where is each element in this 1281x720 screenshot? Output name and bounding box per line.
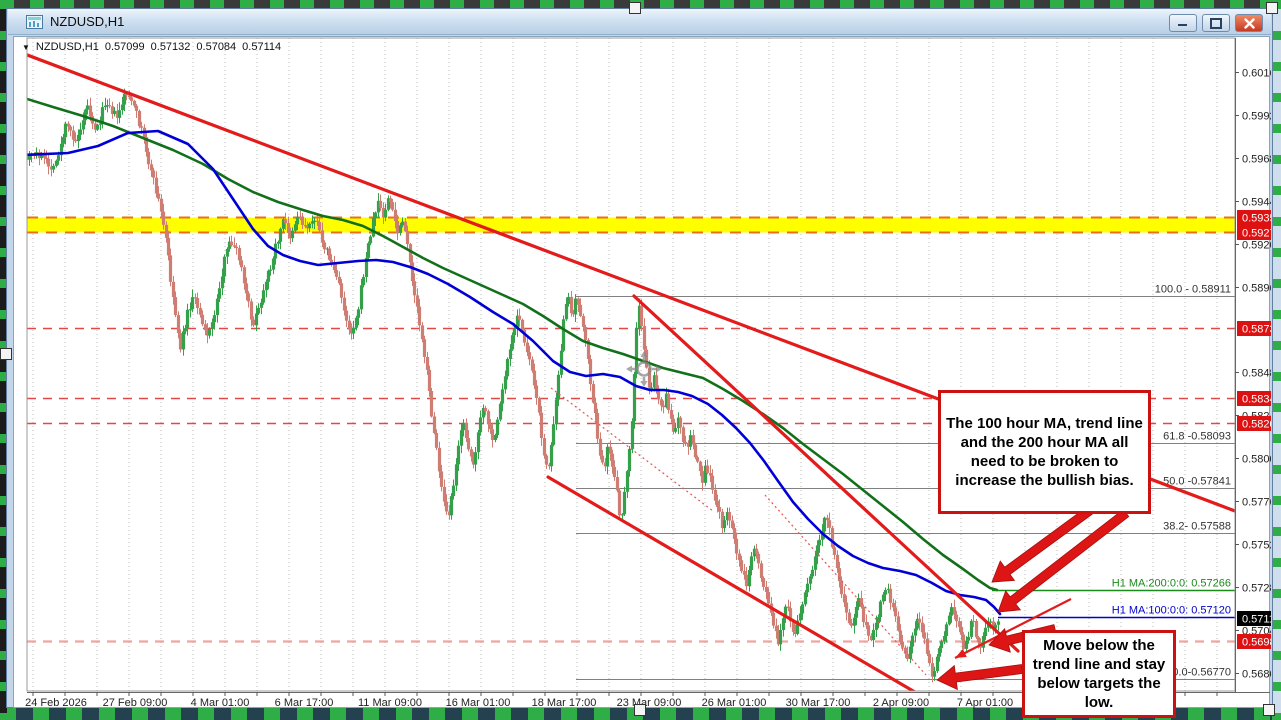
svg-text:27 Feb 09:00: 27 Feb 09:00 <box>103 697 168 709</box>
svg-text:38.2- 0.57588: 38.2- 0.57588 <box>1163 521 1231 533</box>
svg-text:100.0 - 0.58911: 100.0 - 0.58911 <box>1155 284 1231 296</box>
svg-text:0.59355: 0.59355 <box>1242 213 1271 225</box>
resize-handle-middle-left[interactable] <box>0 348 12 360</box>
svg-text:0.58734: 0.58734 <box>1242 324 1271 336</box>
svg-text:16 Mar 01:00: 16 Mar 01:00 <box>446 697 511 709</box>
svg-text:11 Mar 09:00: 11 Mar 09:00 <box>358 697 422 709</box>
svg-text:0.59925: 0.59925 <box>1242 111 1271 123</box>
chart-legend[interactable]: ▼ NZDUSD,H1 0.57099 0.57132 0.57084 0.57… <box>22 41 281 53</box>
svg-text:0.0-0.56770: 0.0-0.56770 <box>1172 667 1231 679</box>
annotation-box-bullish-bias[interactable]: The 100 hour MA, trend line and the 200 … <box>938 390 1151 514</box>
background-window-right-edge <box>1272 0 1281 720</box>
resize-handle-top-center[interactable] <box>629 2 641 14</box>
svg-text:26 Mar 01:00: 26 Mar 01:00 <box>702 697 767 709</box>
legend-high: 0.57132 <box>150 41 191 53</box>
svg-text:0.60165: 0.60165 <box>1242 68 1271 80</box>
svg-text:7 Apr 01:00: 7 Apr 01:00 <box>957 697 1013 709</box>
resize-handle-top-right[interactable] <box>1266 2 1278 14</box>
annotation-box-targets-low[interactable]: Move below the trend line and stay below… <box>1022 630 1176 718</box>
chart-window-icon <box>26 14 43 29</box>
svg-text:61.8 -0.58093: 61.8 -0.58093 <box>1163 431 1231 443</box>
legend-low: 0.57084 <box>196 41 237 53</box>
svg-text:0.58485: 0.58485 <box>1242 368 1271 380</box>
window-title: NZDUSD,H1 <box>50 14 125 29</box>
move-crosshair-cursor-icon <box>626 351 662 392</box>
svg-text:18 Mar 17:00: 18 Mar 17:00 <box>532 697 597 709</box>
svg-text:24 Feb 2026: 24 Feb 2026 <box>25 697 87 709</box>
svg-text:6 Mar 17:00: 6 Mar 17:00 <box>275 697 334 709</box>
background-window-left-edge <box>0 0 7 720</box>
svg-text:0.57114: 0.57114 <box>1242 614 1271 626</box>
svg-text:H1 MA:100:0:0: 0.57120: H1 MA:100:0:0: 0.57120 <box>1112 605 1231 617</box>
minimize-button[interactable] <box>1169 14 1197 32</box>
legend-open: 0.57099 <box>104 41 145 53</box>
svg-text:0.57525: 0.57525 <box>1242 540 1271 552</box>
maximize-button[interactable] <box>1202 14 1230 32</box>
maximize-icon <box>1210 17 1222 29</box>
svg-text:0.58344: 0.58344 <box>1242 394 1271 406</box>
resize-handle-bottom-center[interactable] <box>634 704 646 716</box>
svg-text:0.58201: 0.58201 <box>1242 419 1271 431</box>
legend-symbol: NZDUSD,H1 <box>35 41 99 53</box>
svg-text:0.56983: 0.56983 <box>1242 637 1271 649</box>
chart-area[interactable]: 100.0 - 0.58911 61.8 -0.58093 50.0 -0.5784… <box>13 36 1271 718</box>
svg-text:4 Mar 01:00: 4 Mar 01:00 <box>191 697 250 709</box>
svg-text:2 Apr 09:00: 2 Apr 09:00 <box>873 697 929 709</box>
svg-text:0.57285: 0.57285 <box>1242 583 1271 595</box>
symbol-dropdown-icon[interactable]: ▼ <box>22 42 30 52</box>
svg-text:50.0 -0.57841: 50.0 -0.57841 <box>1163 476 1231 488</box>
legend-close: 0.57114 <box>242 41 282 53</box>
svg-text:23 Mar 09:00: 23 Mar 09:00 <box>617 697 682 709</box>
svg-text:0.57765: 0.57765 <box>1242 497 1271 509</box>
svg-text:0.58005: 0.58005 <box>1242 454 1271 466</box>
svg-text:30 Mar 17:00: 30 Mar 17:00 <box>786 697 851 709</box>
svg-text:0.59445: 0.59445 <box>1242 197 1271 209</box>
price-chart-svg[interactable]: 100.0 - 0.58911 61.8 -0.58093 50.0 -0.5784… <box>14 37 1271 709</box>
svg-text:0.59205: 0.59205 <box>1242 240 1271 252</box>
svg-text:0.56805: 0.56805 <box>1242 669 1271 681</box>
svg-text:0.58965: 0.58965 <box>1242 283 1271 295</box>
svg-text:H1 MA:200:0:0: 0.57266: H1 MA:200:0:0: 0.57266 <box>1112 578 1231 590</box>
svg-text:0.59272: 0.59272 <box>1242 228 1271 240</box>
close-icon <box>1243 17 1255 29</box>
close-button[interactable] <box>1235 14 1263 32</box>
chart-window: NZDUSD,H1 100.0 - 0.58911 61.8 -0.58093 50… <box>6 8 1273 718</box>
svg-text:0.59685: 0.59685 <box>1242 154 1271 166</box>
resize-handle-bottom-right[interactable] <box>1263 704 1275 716</box>
